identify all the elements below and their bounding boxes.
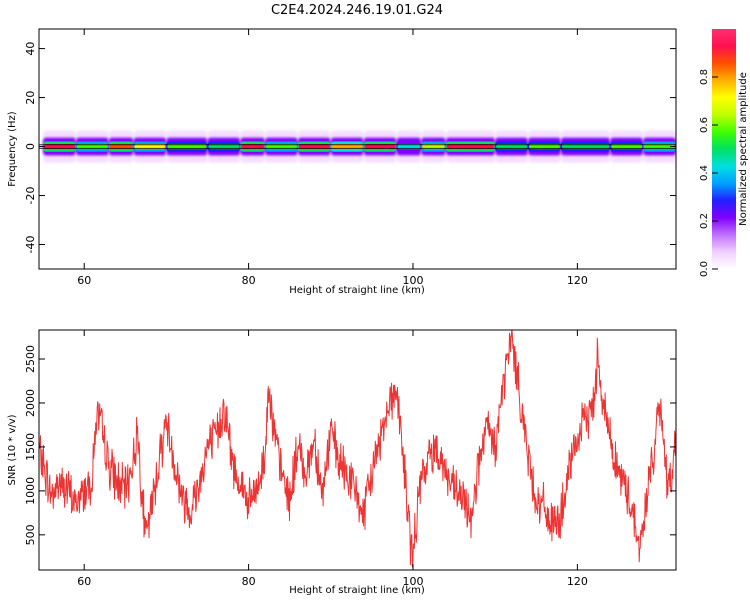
- heatmap-panel: 60 80 100 120 -40 -20 0 20 40 Height of straigh…: [7, 28, 677, 296]
- colorbar-tick-label-3: 0.6: [699, 117, 710, 133]
- snr-x-tick-label-3: 120: [567, 575, 588, 588]
- heatmap-band-core: [496, 143, 528, 150]
- heatmap-band-core: [611, 143, 643, 150]
- heatmap-band-core: [644, 143, 675, 150]
- snr-frame: [38, 329, 677, 571]
- heatmap-band-core: [446, 143, 495, 150]
- heatmap-segment-13: [445, 130, 496, 163]
- heatmap-marks: [39, 130, 676, 163]
- heatmap-segment-17: [610, 130, 644, 163]
- snr-x-tick-label-1: 80: [242, 575, 256, 588]
- heatmap-segment-16: [560, 130, 611, 163]
- heatmap-x-tick-label-0: 60: [77, 274, 91, 287]
- colorbar-ticks: 0.0 0.2 0.4 0.6 0.8: [699, 69, 718, 277]
- snr-x-ticks: 60 80 100 120: [77, 330, 588, 588]
- heatmap-y-tick-label-2: 0: [24, 143, 37, 150]
- heatmap-segment-1: [75, 130, 109, 163]
- heatmap-segment-10: [363, 130, 397, 163]
- snr-y-tick-label-2: 1500: [24, 433, 37, 461]
- snr-y-label: SNR (10 * v/v): [7, 414, 18, 485]
- snr-y-tick-label-1: 1000: [24, 477, 37, 505]
- snr-x-label: Height of straight line (km): [289, 585, 425, 596]
- heatmap-band-core: [241, 143, 265, 150]
- heatmap-segment-12: [421, 130, 446, 163]
- colorbar-tick-label-0: 0.0: [699, 261, 710, 277]
- snr-y-tick-label-4: 2500: [24, 345, 37, 373]
- figure-title: C2E4.2024.246.19.01.G24: [271, 3, 443, 18]
- heatmap-segment-5: [207, 130, 241, 163]
- heatmap-segment-4: [166, 130, 208, 163]
- heatmap-band-core: [44, 143, 75, 150]
- heatmap-x-tick-label-3: 120: [567, 274, 588, 287]
- heatmap-band-core: [167, 143, 207, 150]
- heatmap-band-core: [109, 143, 133, 150]
- heatmap-segment-14: [495, 130, 529, 163]
- heatmap-y-tick-label-1: -20: [24, 187, 37, 205]
- heatmap-y-tick-label-4: 40: [24, 42, 37, 56]
- heatmap-segment-8: [297, 130, 331, 163]
- snr-x-tick-label-2: 100: [402, 575, 423, 588]
- heatmap-segment-15: [528, 130, 561, 163]
- heatmap-segment-9: [330, 130, 364, 163]
- heatmap-y-ticks: -40 -20 0 20 40: [24, 42, 676, 254]
- heatmap-band-core: [422, 143, 445, 150]
- colorbar-gradient: [712, 29, 736, 269]
- heatmap-segment-3: [133, 130, 167, 163]
- heatmap-band-core: [76, 143, 108, 150]
- heatmap-band-core: [208, 143, 240, 150]
- heatmap-segment-11: [396, 130, 422, 163]
- heatmap-segment-6: [240, 130, 266, 163]
- heatmap-x-tick-label-2: 100: [402, 274, 423, 287]
- heatmap-y-label: Frequency (Hz): [7, 111, 18, 187]
- heatmap-segment-7: [265, 130, 298, 163]
- heatmap-y-tick-label-0: -40: [24, 236, 37, 254]
- heatmap-x-ticks: 60 80 100 120: [77, 29, 588, 287]
- heatmap-band-core: [298, 143, 330, 150]
- colorbar: 0.0 0.2 0.4 0.6 0.8 Normalized spectral ampl…: [699, 29, 749, 277]
- snr-y-tick-label-3: 2000: [24, 389, 37, 417]
- heatmap-segment-18: [643, 130, 676, 163]
- snr-plot-area: [39, 330, 676, 570]
- snr-y-ticks: 500 1000 1500 2000 2500: [24, 345, 676, 545]
- heatmap-band-core: [266, 143, 297, 150]
- heatmap-band-core: [134, 143, 166, 150]
- colorbar-tick-label-2: 0.4: [699, 165, 710, 181]
- snr-series-line: [39, 330, 676, 568]
- colorbar-tick-label-1: 0.2: [699, 213, 710, 229]
- heatmap-band-core: [397, 143, 421, 150]
- heatmap-band-core: [364, 143, 396, 150]
- snr-x-tick-label-0: 60: [77, 575, 91, 588]
- heatmap-y-tick-label-3: 20: [24, 91, 37, 105]
- snr-panel: 60 80 100 120 500 1000 1500 2000 2500 Height of…: [7, 329, 677, 596]
- heatmap-band-core: [331, 143, 363, 150]
- heatmap-band-core: [529, 143, 560, 150]
- heatmap-x-tick-label-1: 80: [242, 274, 256, 287]
- heatmap-band-core: [561, 143, 610, 150]
- colorbar-tick-label-4: 0.8: [699, 69, 710, 85]
- snr-y-tick-label-0: 500: [24, 524, 37, 545]
- heatmap-segment-0: [43, 130, 76, 163]
- heatmap-segment-2: [108, 130, 134, 163]
- heatmap-x-label: Height of straight line (km): [289, 285, 425, 296]
- heatmap-frame: [38, 28, 677, 270]
- colorbar-label: Normalized spectral amplitude: [738, 72, 749, 226]
